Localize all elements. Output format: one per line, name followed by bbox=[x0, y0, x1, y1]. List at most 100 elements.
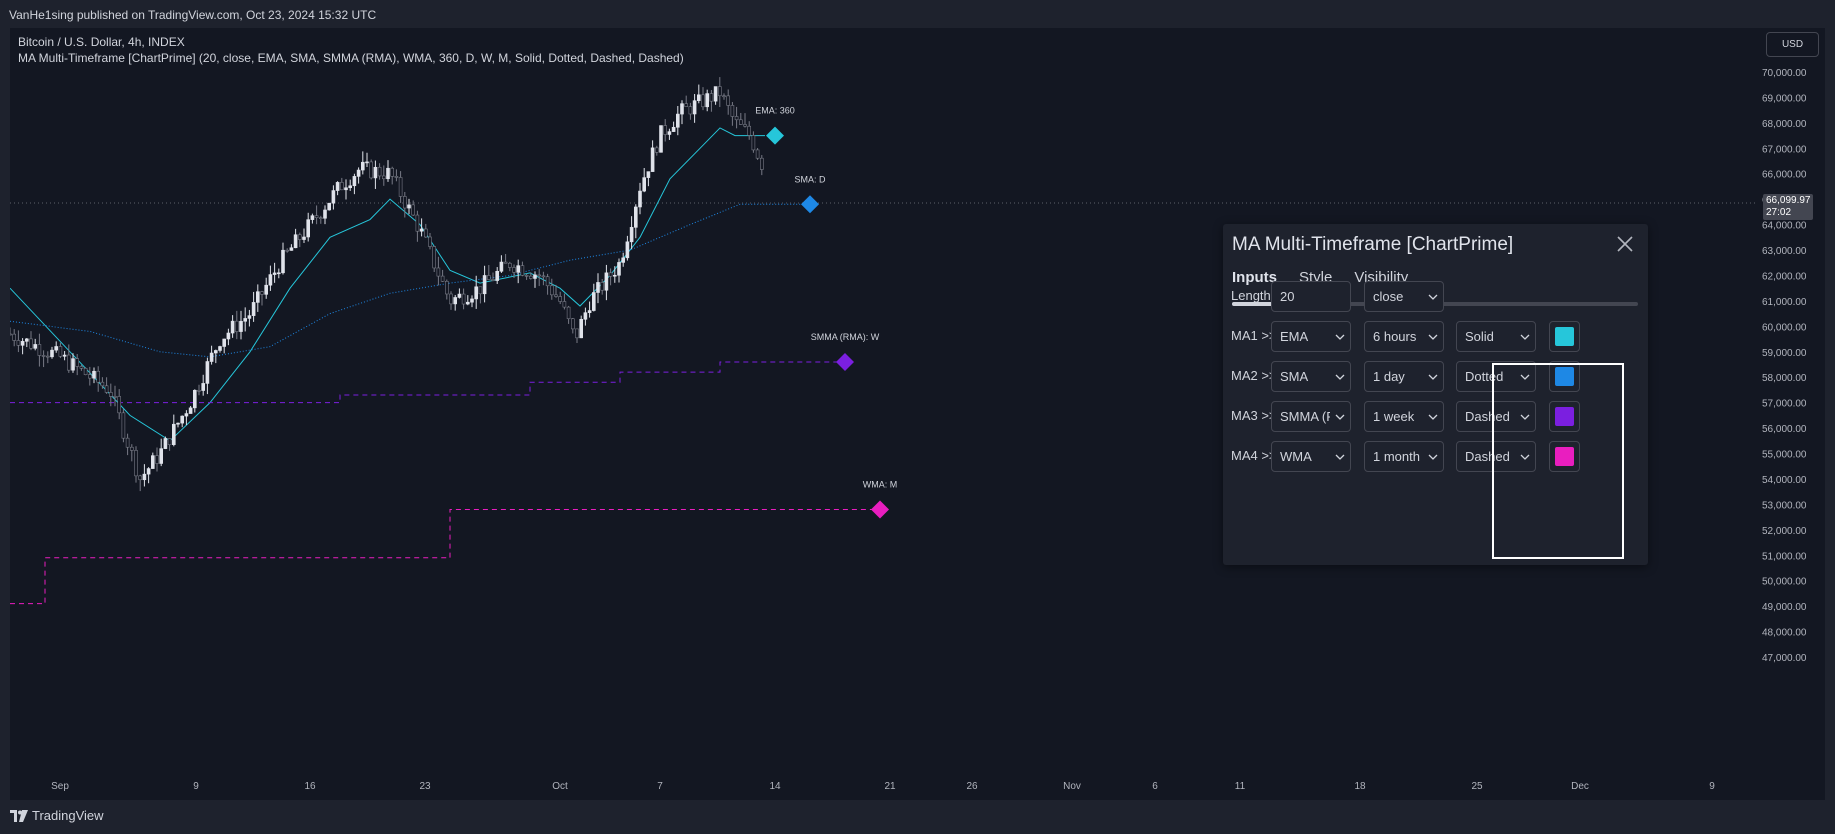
price-tick-label: 68,000.00 bbox=[1762, 119, 1807, 130]
ma1-type-select[interactable]: EMA bbox=[1271, 321, 1351, 352]
candle bbox=[218, 346, 222, 351]
candle bbox=[125, 437, 130, 448]
ma4-timeframe-select[interactable]: 1 month bbox=[1364, 441, 1444, 472]
candle bbox=[478, 286, 483, 295]
ma1-color-swatch[interactable] bbox=[1549, 321, 1580, 352]
ma3-style-select[interactable]: Dashed bbox=[1456, 401, 1536, 432]
candle bbox=[688, 106, 693, 115]
candle bbox=[360, 161, 365, 171]
candle bbox=[411, 204, 416, 216]
ma-marker-1[interactable] bbox=[766, 126, 784, 145]
candle bbox=[449, 293, 453, 305]
ma3-color-swatch[interactable] bbox=[1549, 401, 1580, 432]
indicator-title[interactable]: MA Multi-Timeframe [ChartPrime] (20, clo… bbox=[18, 51, 684, 65]
indicator-settings-dialog: MA Multi-Timeframe [ChartPrime] Inputs S… bbox=[1223, 224, 1648, 565]
candle bbox=[516, 265, 521, 273]
ma1-timeframe-select[interactable]: 6 hours bbox=[1364, 321, 1444, 352]
candle bbox=[184, 413, 189, 417]
candle bbox=[314, 215, 319, 218]
candle bbox=[726, 95, 731, 106]
ma3-type-select[interactable]: SMMA (R... bbox=[1271, 401, 1351, 432]
price-tick-label: 62,000.00 bbox=[1762, 271, 1807, 282]
ma2-color-swatch[interactable] bbox=[1549, 361, 1580, 392]
ma4-color-fill bbox=[1555, 447, 1574, 466]
price-tick-label: 70,000.00 bbox=[1762, 68, 1807, 79]
close-icon[interactable] bbox=[1613, 232, 1637, 256]
candle bbox=[339, 182, 344, 191]
price-tick-label: 58,000.00 bbox=[1762, 373, 1807, 384]
candle bbox=[461, 293, 466, 305]
tradingview-logo-icon bbox=[10, 809, 28, 822]
tab-inputs[interactable]: Inputs bbox=[1232, 269, 1277, 286]
time-tick-label: 21 bbox=[884, 781, 896, 792]
candle bbox=[520, 265, 525, 276]
candle bbox=[88, 374, 92, 379]
ma-marker-3[interactable] bbox=[836, 352, 854, 371]
candle bbox=[747, 125, 752, 136]
candle bbox=[71, 358, 75, 371]
candle bbox=[512, 267, 516, 273]
time-tick-label: 14 bbox=[769, 781, 781, 792]
ma-line-3[interactable] bbox=[10, 361, 845, 404]
currency-button[interactable]: USD bbox=[1766, 32, 1819, 57]
length-input[interactable]: 20 bbox=[1271, 281, 1351, 312]
ma1-label: MA1 >> bbox=[1231, 328, 1277, 343]
candle bbox=[381, 175, 386, 180]
candle bbox=[268, 274, 273, 286]
price-chart[interactable]: EMA: 360 SMA: D SMMA (RMA): W WMA: M 70,000… bbox=[10, 28, 1825, 800]
tradingview-logo[interactable]: TradingView bbox=[10, 808, 104, 823]
candle bbox=[201, 383, 205, 391]
ma4-type-select[interactable]: WMA bbox=[1271, 441, 1351, 472]
candle bbox=[428, 236, 432, 247]
candle bbox=[25, 338, 29, 342]
candle bbox=[239, 320, 243, 332]
candle bbox=[549, 285, 554, 296]
candle bbox=[608, 272, 613, 277]
ma3-type-value: SMMA (R... bbox=[1280, 409, 1330, 424]
time-tick-label: Dec bbox=[1571, 781, 1589, 792]
moving-average-lines bbox=[10, 127, 880, 605]
candle bbox=[596, 282, 600, 293]
candle bbox=[717, 86, 722, 97]
candle bbox=[193, 389, 197, 409]
candle bbox=[335, 182, 340, 191]
candle bbox=[491, 279, 495, 281]
price-tick-label: 47,000.00 bbox=[1762, 653, 1807, 664]
time-tick-label: 25 bbox=[1471, 781, 1483, 792]
ma-label-4: WMA: M bbox=[863, 479, 898, 489]
candle bbox=[209, 352, 214, 362]
candle bbox=[650, 147, 655, 172]
ma4-style-select[interactable]: Dashed bbox=[1456, 441, 1536, 472]
chevron-down-icon bbox=[1330, 322, 1350, 351]
candle bbox=[696, 94, 701, 101]
candle bbox=[66, 354, 71, 371]
ma-marker-2[interactable] bbox=[801, 195, 819, 214]
price-tick-label: 67,000.00 bbox=[1762, 144, 1807, 155]
ma2-type-select[interactable]: SMA bbox=[1271, 361, 1351, 392]
ma-line-4[interactable] bbox=[10, 508, 880, 605]
candle bbox=[587, 310, 592, 313]
ma1-style-select[interactable]: Solid bbox=[1456, 321, 1536, 352]
candle bbox=[495, 270, 500, 281]
chevron-down-icon bbox=[1515, 402, 1535, 431]
ma-marker-4[interactable] bbox=[871, 500, 889, 519]
symbol-title[interactable]: Bitcoin / U.S. Dollar, 4h, INDEX bbox=[18, 35, 185, 49]
source-select[interactable]: close bbox=[1364, 281, 1444, 312]
candle bbox=[327, 202, 332, 211]
candle bbox=[377, 166, 382, 177]
ma-line-2[interactable] bbox=[10, 203, 810, 358]
ma4-color-swatch[interactable] bbox=[1549, 441, 1580, 472]
candle bbox=[251, 302, 256, 316]
candle bbox=[566, 306, 571, 320]
candle bbox=[545, 276, 550, 287]
ma3-timeframe-select[interactable]: 1 week bbox=[1364, 401, 1444, 432]
candle bbox=[457, 293, 462, 298]
price-tick-label: 56,000.00 bbox=[1762, 424, 1807, 435]
price-tick-label: 49,000.00 bbox=[1762, 602, 1807, 613]
time-tick-label: Oct bbox=[552, 781, 568, 792]
candle bbox=[344, 187, 348, 191]
ma-line-1[interactable] bbox=[10, 127, 765, 442]
price-tick-label: 57,000.00 bbox=[1762, 399, 1807, 410]
ma2-timeframe-select[interactable]: 1 day bbox=[1364, 361, 1444, 392]
candle bbox=[503, 261, 508, 264]
